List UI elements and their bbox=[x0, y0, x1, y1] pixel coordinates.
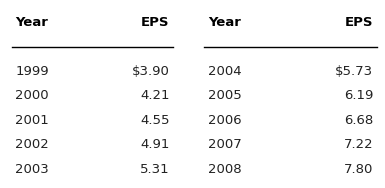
Text: 1999: 1999 bbox=[15, 65, 49, 78]
Text: 2005: 2005 bbox=[208, 89, 242, 102]
Text: 6.19: 6.19 bbox=[344, 89, 373, 102]
Text: 2000: 2000 bbox=[15, 89, 49, 102]
Text: 4.55: 4.55 bbox=[140, 114, 169, 127]
Text: 2003: 2003 bbox=[15, 163, 49, 176]
Text: 2006: 2006 bbox=[208, 114, 241, 127]
Text: EPS: EPS bbox=[345, 16, 373, 29]
Text: 2008: 2008 bbox=[208, 163, 241, 176]
Text: $5.73: $5.73 bbox=[335, 65, 373, 78]
Text: 4.91: 4.91 bbox=[140, 138, 169, 151]
Text: 2001: 2001 bbox=[15, 114, 49, 127]
Text: 2002: 2002 bbox=[15, 138, 49, 151]
Text: Year: Year bbox=[15, 16, 48, 29]
Text: 7.22: 7.22 bbox=[344, 138, 373, 151]
Text: 7.80: 7.80 bbox=[344, 163, 373, 176]
Text: $3.90: $3.90 bbox=[132, 65, 169, 78]
Text: 5.31: 5.31 bbox=[140, 163, 169, 176]
Text: 2007: 2007 bbox=[208, 138, 242, 151]
Text: 2004: 2004 bbox=[208, 65, 241, 78]
Text: 4.21: 4.21 bbox=[140, 89, 169, 102]
Text: Year: Year bbox=[208, 16, 241, 29]
Text: EPS: EPS bbox=[141, 16, 169, 29]
Text: 6.68: 6.68 bbox=[344, 114, 373, 127]
